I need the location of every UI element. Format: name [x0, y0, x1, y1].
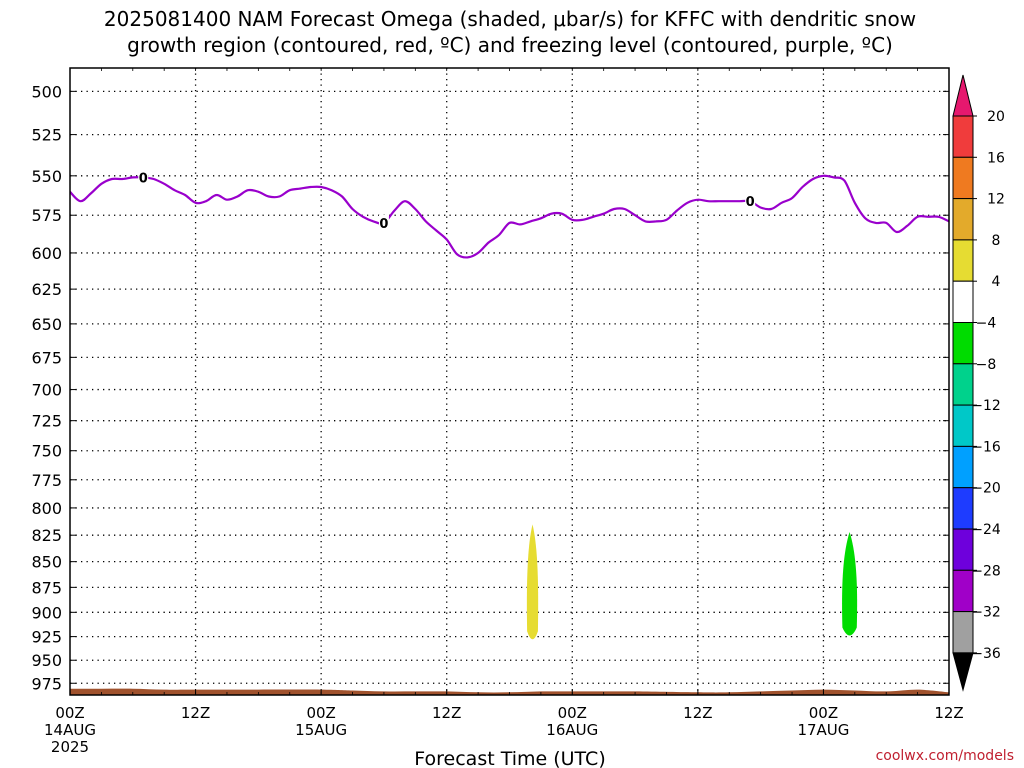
colorbar-label: −20	[971, 481, 1001, 497]
colorbar-band	[952, 322, 974, 365]
x-tick-label: 12Z	[181, 704, 210, 722]
colorbar-band	[952, 528, 974, 571]
colorbar-label: 4	[992, 274, 1001, 290]
omega-colorbar: 20 16 12 8 4 −4 −8 −12 −16 −20 −24 −28 −32 −36	[952, 74, 1005, 692]
y-tick-label: 650	[31, 315, 62, 334]
colorbar-label: 16	[987, 150, 1005, 166]
x-tick-label: 00Z	[809, 704, 838, 722]
y-tick-label: 950	[31, 651, 62, 670]
grid-lines	[70, 68, 949, 695]
y-tick-label: 700	[31, 381, 62, 400]
y-tick-label: 500	[31, 82, 62, 101]
chart-title-line-1: 2025081400 NAM Forecast Omega (shaded, μ…	[104, 7, 916, 31]
y-tick-label: 550	[31, 167, 62, 186]
x-tick-label: 00Z	[55, 704, 84, 722]
x-tick-label: 00Z	[558, 704, 587, 722]
y-tick-label: 900	[31, 603, 62, 622]
colorbar-label: 20	[987, 109, 1005, 125]
y-tick-label: 525	[31, 126, 62, 145]
colorbar-band	[952, 445, 974, 489]
contour-label-background	[378, 214, 389, 230]
colorbar-label: 12	[987, 192, 1005, 208]
y-axis: 500 525 550 575 600 625 650 675 700 725 750 775 800 8…	[31, 82, 949, 693]
colorbar-label: 8	[992, 233, 1001, 249]
y-tick-label: 675	[31, 348, 62, 367]
chart-title-line-2: growth region (contoured, red, ºC) and f…	[127, 33, 893, 57]
colorbar-band	[952, 198, 974, 241]
colorbar-bottom-arrow	[952, 652, 974, 692]
colorbar-band	[952, 404, 974, 447]
y-tick-label: 750	[31, 442, 62, 461]
x-tick-label: 00Z	[306, 704, 335, 722]
y-tick-label: 625	[31, 280, 62, 299]
y-tick-label: 925	[31, 628, 62, 647]
contour-label-background	[745, 193, 756, 209]
colorbar-band	[952, 611, 974, 654]
y-tick-label: 575	[31, 206, 62, 225]
x-year-label: 2025	[51, 738, 89, 756]
freezing-level-contour-label: 0	[746, 195, 755, 210]
colorbar-band	[952, 569, 974, 613]
colorbar-band	[952, 363, 974, 406]
colorbar-band	[952, 156, 974, 200]
y-tick-label: 800	[31, 499, 62, 518]
x-date-label: 14AUG	[44, 721, 96, 739]
colorbar-label: −8	[976, 357, 997, 373]
x-tick-label: 12Z	[432, 704, 461, 722]
x-date-label: 16AUG	[546, 721, 598, 739]
x-tick-label: 12Z	[934, 704, 963, 722]
x-axis-label: Forecast Time (UTC)	[414, 748, 605, 768]
colorbar-label: −4	[976, 316, 997, 332]
colorbar-band	[952, 487, 974, 530]
colorbar-band	[952, 115, 974, 158]
freezing-level-contour	[70, 174, 949, 259]
freezing-level-contour-label: 0	[379, 217, 388, 232]
y-tick-label: 850	[31, 553, 62, 572]
colorbar-label: −28	[971, 563, 1001, 579]
x-tick-label: 12Z	[683, 704, 712, 722]
omega-shaded-region	[842, 531, 858, 636]
colorbar-label: −32	[971, 605, 1001, 621]
credit-link[interactable]: coolwx.com/models	[876, 748, 1014, 764]
y-tick-label: 975	[31, 674, 62, 693]
colorbar-label: −24	[971, 522, 1001, 538]
x-date-label: 15AUG	[295, 721, 347, 739]
contour-label-background	[138, 169, 149, 185]
freezing-level-contour-label: 0	[139, 171, 148, 186]
colorbar-band	[952, 280, 974, 324]
omega-shaded-region	[526, 524, 539, 640]
colorbar-label: −36	[971, 646, 1001, 662]
y-tick-label: 600	[31, 244, 62, 263]
x-date-label: 17AUG	[797, 721, 849, 739]
y-tick-label: 875	[31, 578, 62, 597]
y-tick-label: 725	[31, 412, 62, 431]
colorbar-label: −16	[971, 439, 1001, 455]
colorbar-label: −12	[971, 398, 1001, 414]
y-tick-label: 825	[31, 526, 62, 545]
y-tick-label: 775	[31, 471, 62, 490]
colorbar-band	[952, 239, 974, 282]
